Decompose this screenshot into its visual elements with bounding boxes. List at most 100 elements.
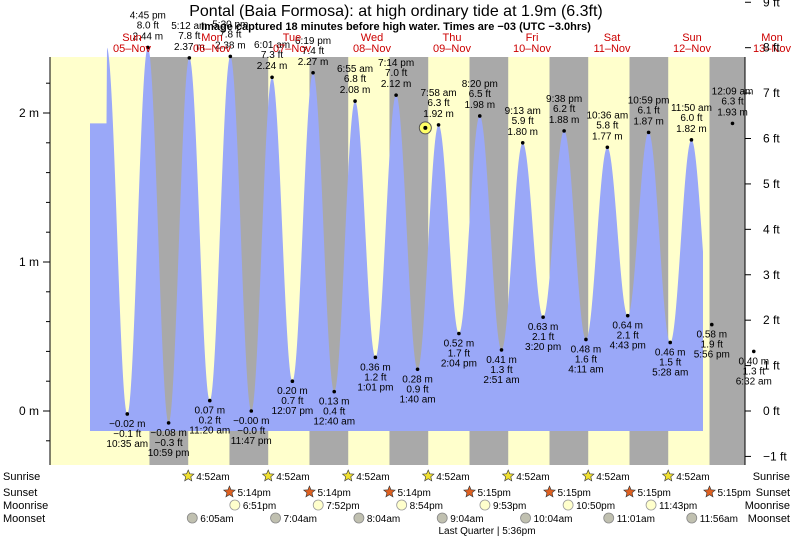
extreme-ft: −0.3 ft: [155, 438, 183, 449]
extreme-time: 6:19 pm: [295, 36, 331, 47]
sunset-icon: [623, 485, 636, 498]
extreme-point: [646, 130, 651, 135]
extreme-ft: 6.0 ft: [680, 113, 702, 124]
extreme-m: 2.08 m: [340, 85, 371, 96]
moonset-icon: [686, 512, 698, 524]
day-date: 11–Nov: [593, 43, 631, 55]
extreme-time: 6:32 am: [736, 376, 772, 387]
right-tick-label: 6 ft: [763, 132, 780, 146]
sunset-time: 5:15pm: [638, 488, 671, 499]
extreme-time: 11:50 am: [671, 103, 712, 114]
extreme-m: 2.12 m: [381, 79, 412, 90]
extreme-ft: 6.8 ft: [344, 74, 366, 85]
extreme-point: [730, 121, 735, 126]
left-tick-label: 2 m: [19, 106, 39, 120]
extreme-m: 1.92 m: [423, 109, 454, 120]
sunset-icon: [382, 485, 396, 498]
extreme-ft: 8.0 ft: [137, 20, 159, 31]
extreme-point: [166, 421, 171, 425]
extreme-m: −0.08 m: [150, 428, 186, 439]
sunset-time: 5:15pm: [478, 488, 511, 499]
extreme-time: 1:40 am: [399, 394, 435, 405]
moonset-time: 7:04am: [284, 514, 317, 525]
sunrise-icon: [661, 469, 675, 482]
moonset-icon: [520, 512, 531, 524]
moonrise-time: 10:50pm: [576, 501, 615, 512]
extreme-point: [689, 138, 694, 142]
right-tick-label: 8 ft: [763, 41, 780, 55]
sunrise-time: 4:52am: [356, 472, 389, 483]
extreme-point: [520, 141, 525, 145]
moonrise-icon: [312, 499, 324, 511]
extreme-m: 0.63 m: [528, 322, 559, 333]
extreme-point: [436, 123, 441, 127]
moonset-time: 6:05am: [200, 514, 233, 525]
extreme-ft: 5.9 ft: [512, 116, 534, 127]
extreme-point: [207, 398, 212, 403]
extreme-m: 1.98 m: [464, 100, 495, 111]
extreme-m: 0.13 m: [319, 397, 350, 408]
extreme-ft: 7.3 ft: [261, 50, 283, 61]
right-tick-label: 2 ft: [763, 313, 780, 327]
extreme-m: 2.24 m: [257, 61, 288, 72]
extreme-m: 1.80 m: [507, 127, 538, 138]
day-name: Sat: [604, 32, 621, 44]
day-date: 10–Nov: [513, 43, 551, 55]
right-tick-label: 9 ft: [763, 0, 780, 9]
sunrise-time: 4:52am: [276, 472, 309, 483]
day-name: Wed: [361, 32, 383, 44]
extreme-m: 1.87 m: [633, 116, 664, 127]
axes: 2 m 1 m 0 m 9 ft 8 ft 7 ft 6 ft 5 ft 4 ft 3 ft 2 f…: [19, 0, 787, 465]
extreme-ft: 2.1 ft: [617, 331, 639, 342]
extreme-point: [625, 313, 630, 318]
moonset-icon: [353, 512, 365, 524]
extreme-m: −0.00 m: [233, 416, 269, 427]
extreme-ft: 7.8 ft: [178, 31, 200, 42]
extreme-ft: 1.7 ft: [448, 349, 470, 360]
moonset-row-label-right: Moonset: [748, 513, 790, 525]
extreme-time: 12:40 am: [313, 417, 355, 428]
extreme-m: 0.40 m: [738, 356, 769, 367]
extreme-ft: 1.2 ft: [364, 372, 386, 383]
right-tick-label: −1 ft: [763, 449, 787, 463]
extreme-m: 0.58 m: [696, 330, 727, 341]
extreme-m: 1.77 m: [592, 131, 623, 142]
extreme-m: 0.64 m: [612, 321, 643, 332]
extreme-point: [562, 129, 566, 133]
extreme-m: 2.38 m: [215, 40, 246, 51]
extreme-point: [290, 379, 295, 384]
extreme-point: [373, 355, 378, 360]
sunrise-time: 4:52am: [676, 472, 709, 483]
right-tick-label: 5 ft: [763, 177, 780, 191]
sunset-icon: [222, 485, 236, 498]
extreme-ft: 2.1 ft: [532, 332, 554, 343]
right-tick-label: 3 ft: [763, 268, 780, 282]
extreme-point: [187, 56, 192, 60]
extreme-point: [270, 75, 274, 80]
moonset-time: 11:01am: [617, 514, 655, 525]
day-name: Mon: [761, 32, 782, 44]
day-date: 08–Nov: [353, 43, 391, 55]
extreme-point: [584, 337, 588, 342]
extreme-m: 1.88 m: [549, 115, 580, 126]
moonrise-time: 11:43pm: [659, 501, 697, 512]
sun-moon-events: Sunrise Sunrise 4:52am 4:52am 4:52am 4:52am 4:…: [3, 469, 790, 537]
extreme-point: [541, 315, 545, 319]
moonset-time: 8:04am: [367, 514, 400, 525]
extreme-time: 2:04 pm: [441, 359, 477, 370]
extreme-ft: 1.9 ft: [701, 340, 723, 351]
sunrise-time: 4:52am: [436, 472, 469, 483]
tide-curve: [90, 47, 703, 431]
chart-subtitle: Image captured 18 minutes before high wa…: [201, 21, 591, 33]
extreme-ft: 6.3 ft: [427, 98, 449, 109]
extreme-ft: 0.2 ft: [199, 416, 221, 427]
left-tick-label: 0 m: [19, 404, 39, 418]
extreme-point: [125, 412, 130, 416]
day-name: Sun: [682, 32, 702, 44]
sunrise-icon: [181, 469, 195, 482]
moonrise-time: 9:53pm: [493, 501, 526, 512]
sunrise-row-label-right: Sunrise: [753, 471, 790, 483]
extreme-point: [477, 114, 482, 118]
sunrise-icon: [501, 469, 515, 482]
